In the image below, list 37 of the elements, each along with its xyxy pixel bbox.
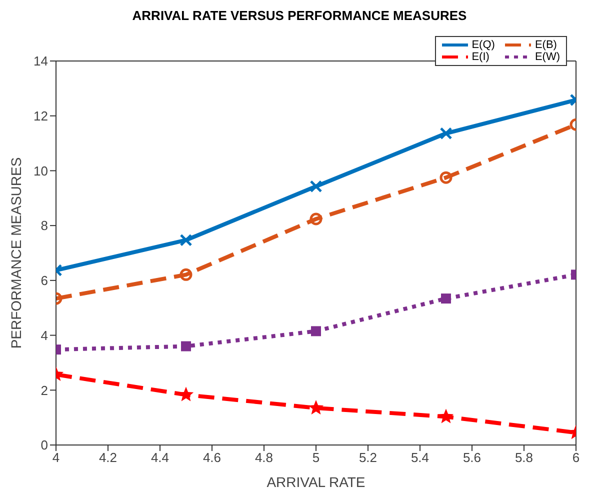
y-tick-label: 12 [34,108,48,124]
legend-label: E(B) [534,39,557,51]
point [438,408,454,424]
point [308,400,324,414]
y-tick-label: 14 [34,54,48,69]
x-tick-label: 4.8 [254,450,274,466]
x-tick-label: 5 [312,450,320,466]
point [180,268,192,281]
y-tick-label: 8 [40,218,48,234]
point [440,127,452,140]
point [181,341,191,352]
point [180,234,192,246]
x-tick-label: 4.4 [150,450,170,466]
y-tick-label: 6 [40,273,48,288]
point [310,212,322,226]
x-tick-label: 5.8 [514,450,534,466]
y-tick-label: 10 [34,163,48,178]
x-tick-label: 4 [52,450,60,466]
x-tick-label: 6 [572,450,580,466]
y-axis-title: PERFORMANCE MEASURES [8,157,24,349]
point [440,171,452,184]
x-tick-label: 5.6 [462,450,482,466]
x-tick-label: 5.4 [410,450,430,466]
x-axis-title: ARRIVAL RATE [266,474,366,490]
legend-label: E(I) [472,51,490,63]
point [441,294,451,304]
y-tick-label: 0 [40,438,48,453]
x-tick-label: 4.2 [98,450,118,466]
point [311,326,321,336]
legend-label: E(W) [534,51,560,63]
point [310,180,322,193]
x-tick-label: 5.2 [358,450,378,466]
chart-title: ARRIVAL RATE VERSUS PERFORMANCE MEASURES [131,8,468,25]
y-tick-label: 4 [40,328,48,343]
legend-label: E(Q) [472,39,495,51]
x-tick-label: 4.6 [202,450,222,466]
y-tick-label: 2 [40,382,48,398]
